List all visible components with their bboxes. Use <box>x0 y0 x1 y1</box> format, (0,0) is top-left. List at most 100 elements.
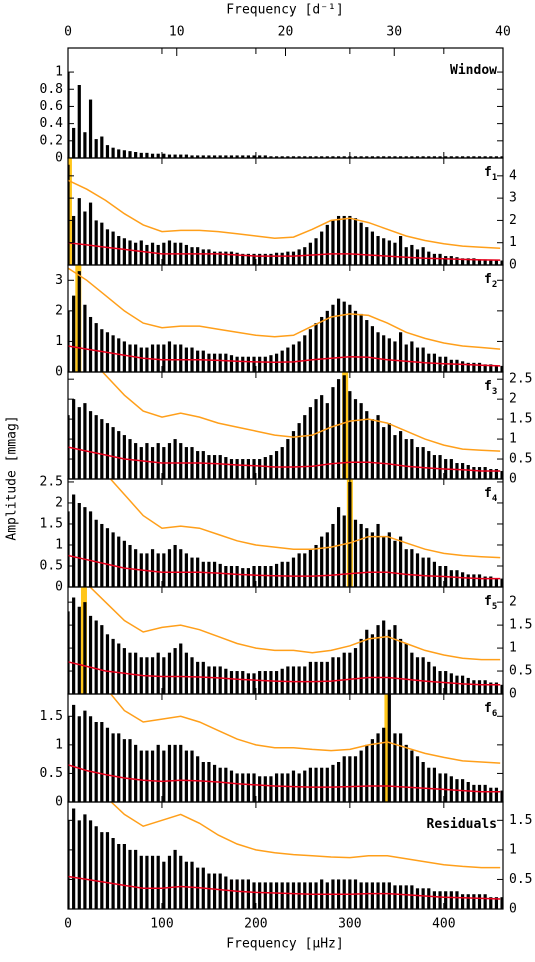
x-tick-label: 0 <box>64 917 72 932</box>
panel-label-subscript: 2 <box>492 280 497 290</box>
upper-noise-curve <box>109 694 501 764</box>
y-tick-label: 1 <box>509 641 517 656</box>
y-tick-label: 2 <box>509 595 517 610</box>
bottom-axis-label: Frequency [μHz] <box>226 937 343 952</box>
upper-noise-curve <box>68 179 501 250</box>
y-tick-label: 0.6 <box>40 99 63 114</box>
y-tick-label: 0.5 <box>509 664 532 679</box>
lower-noise-curve <box>68 661 501 686</box>
y-tick-label: 1.5 <box>509 813 532 828</box>
upper-noise-curve <box>88 587 501 661</box>
y-tick-label: 2.5 <box>40 474 63 489</box>
panel-label: f3 <box>484 379 497 397</box>
panel <box>68 802 503 909</box>
y-tick-label: 0 <box>509 687 517 702</box>
panel-label: f5 <box>484 594 497 612</box>
y-axis-label: Amplitude [mmag] <box>5 415 20 540</box>
panel-frame <box>67 478 504 588</box>
y-tick-label: 0 <box>509 902 517 917</box>
panel-label-subscript: 3 <box>492 387 497 397</box>
highlight-band <box>68 158 72 265</box>
panel-label-text: Residuals <box>427 817 497 832</box>
lower-noise-curve <box>68 241 501 261</box>
y-tick-label: 1 <box>55 537 63 552</box>
y-tick-label: 0.5 <box>40 558 63 573</box>
y-tick-label: 0.5 <box>40 766 63 781</box>
panel-frame <box>67 371 504 480</box>
panel-label: Window <box>450 63 497 78</box>
y-tick-label: 1 <box>55 334 63 349</box>
y-tick-label: 3 <box>509 191 517 206</box>
top-axis-label: Frequency [d⁻¹] <box>226 3 343 18</box>
upper-noise-curve <box>110 802 501 869</box>
panel-label-text: f <box>484 486 492 501</box>
x2-tick-label: 30 <box>386 25 402 40</box>
panel-label-subscript: 1 <box>492 173 497 183</box>
y-tick-label: 1.5 <box>509 618 532 633</box>
y-tick-label: 1 <box>55 65 63 80</box>
panel-label-text: f <box>484 594 492 609</box>
y-tick-label: 1.5 <box>509 412 532 427</box>
y-tick-label: 1 <box>509 432 517 447</box>
y-tick-label: 4 <box>509 168 517 183</box>
y-tick-label: 0 <box>55 795 63 810</box>
panel <box>68 72 503 158</box>
y-tick-label: 0 <box>55 580 63 595</box>
panel-label-subscript: 5 <box>492 602 497 612</box>
panel-label: Residuals <box>427 817 497 832</box>
panel-label-text: f <box>484 165 492 180</box>
y-tick-label: 1 <box>55 737 63 752</box>
upper-noise-curve <box>109 479 501 559</box>
lower-noise-curve <box>68 764 501 793</box>
y-tick-label: 1 <box>509 235 517 250</box>
y-tick-label: 1.5 <box>40 516 63 531</box>
y-tick-label: 0.8 <box>40 82 63 97</box>
panel-frame <box>67 157 504 266</box>
y-tick-label: 2 <box>509 392 517 407</box>
x2-tick-label: 10 <box>169 25 185 40</box>
y-tick-label: 2 <box>55 303 63 318</box>
lower-noise-curve <box>68 446 501 472</box>
panel <box>68 694 503 802</box>
y-tick-label: 0 <box>55 365 63 380</box>
panel-label: f6 <box>484 701 497 719</box>
lower-noise-curve <box>68 875 501 900</box>
x-tick-label: 300 <box>338 917 361 932</box>
panel-frame <box>67 801 504 910</box>
x2-tick-label: 20 <box>278 25 294 40</box>
y-tick-label: 1.5 <box>40 709 63 724</box>
panel <box>68 479 503 587</box>
x-tick-label: 100 <box>150 917 173 932</box>
lower-noise-curve <box>68 345 501 367</box>
panel-label: f2 <box>484 272 497 290</box>
panel-frame <box>67 586 504 695</box>
y-tick-label: 0.5 <box>509 452 532 467</box>
x-tick-label: 200 <box>244 917 267 932</box>
y-tick-label: 0.4 <box>40 116 64 131</box>
upper-noise-curve <box>101 372 501 452</box>
panel-label-text: f <box>484 272 492 287</box>
panel-label-subscript: 4 <box>492 494 498 504</box>
y-tick-label: 0 <box>55 151 63 166</box>
x2-tick-label: 0 <box>64 25 72 40</box>
panel <box>68 372 503 479</box>
y-tick-label: 1 <box>509 842 517 857</box>
panel-label-subscript: 6 <box>492 709 497 719</box>
panel-label: f4 <box>484 486 498 504</box>
highlight-band <box>384 694 391 802</box>
panel-label-text: Window <box>450 63 497 78</box>
y-tick-label: 0.5 <box>509 872 532 887</box>
lower-noise-curve <box>68 554 501 580</box>
y-tick-label: 2.5 <box>509 372 532 387</box>
panel-label-text: f <box>484 701 492 716</box>
y-tick-label: 0 <box>509 258 517 273</box>
panel <box>68 587 503 694</box>
panel-label: f1 <box>484 165 497 183</box>
y-tick-label: 0 <box>509 472 517 487</box>
x-tick-label: 400 <box>432 917 455 932</box>
x2-tick-label: 40 <box>495 25 511 40</box>
y-tick-label: 2 <box>55 495 63 510</box>
upper-noise-curve <box>68 267 501 350</box>
y-tick-label: 0.2 <box>40 133 63 148</box>
